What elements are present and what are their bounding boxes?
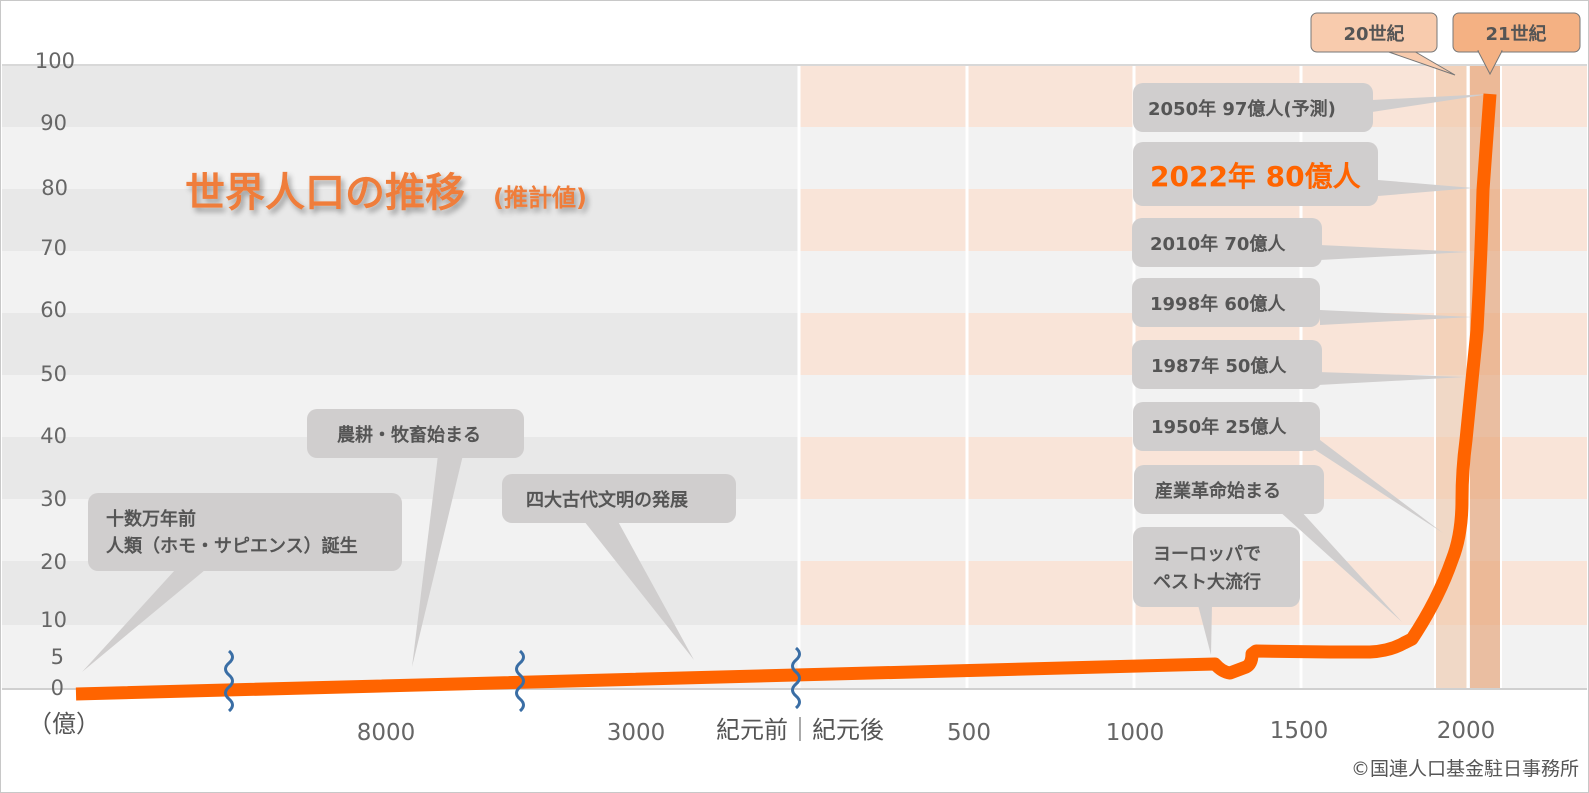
century-label-21: 21世紀 [1452,12,1581,76]
century-text: 20世紀 [1343,23,1404,45]
callout-text: 2010年 70億人 [1150,233,1286,255]
y-tick: 80 [41,176,68,200]
copyright-credit: ©国連人口基金駐日事務所 [1351,758,1579,780]
y-tick: 100 [35,49,75,73]
callout-plague: ヨーロッパで ペスト大流行 [1133,527,1300,607]
y-tick: 60 [40,298,67,322]
callout-text: 1987年 50億人 [1151,355,1287,377]
y-tick: 10 [40,608,67,632]
era-divider-label: 紀元前｜紀元後 [716,716,884,744]
callout-agriculture: 農耕・牧畜始まる [307,409,524,458]
callout-2010: 2010年 70億人 [1132,218,1322,267]
callout-1987: 1987年 50億人 [1132,340,1322,389]
callout-text: 十数万年前 [106,508,196,530]
chart-title-main: 世界人口の推移 [185,170,465,216]
century-label-20: 20世紀 [1310,12,1456,76]
callout-text: 人類（ホモ・サピエンス）誕生 [106,535,358,557]
y-axis-unit: （億） [28,710,100,738]
x-tick: 1500 [1270,718,1329,744]
callout-2022: 2022年 80億人 [1133,142,1378,206]
century-text: 21世紀 [1485,23,1546,45]
y-axis: 100 90 80 70 60 50 40 30 20 10 5 0 （億） [28,49,100,738]
callout-text: ペスト大流行 [1153,571,1261,593]
callout-industrial: 産業革命始まる [1134,465,1324,514]
callout-text: 産業革命始まる [1155,480,1281,502]
y-tick: 70 [40,236,67,260]
break-mark-icon [791,646,801,710]
callout-text: ヨーロッパで [1153,544,1261,565]
x-tick: 3000 [607,720,666,746]
callout-text: 1950年 25億人 [1151,416,1287,438]
callout-text-highlight: 2022年 80億人 [1150,160,1361,193]
break-mark-icon [224,649,234,713]
y-tick: 0 [51,676,64,700]
x-tick: 8000 [357,720,416,746]
axis-break-marks [224,646,801,713]
chart-title-sub: (推計値) [493,184,587,212]
x-tick: 2000 [1437,718,1496,744]
callout-text: 1998年 60億人 [1150,293,1286,315]
y-tick: 30 [40,487,67,511]
population-line [75,93,1497,701]
y-tick: 90 [40,111,67,135]
callout-text: 農耕・牧畜始まる [337,424,481,446]
bc-background-bands [2,65,798,688]
x-tick: 500 [947,720,991,746]
x-tick: 1000 [1106,720,1165,746]
y-tick: 5 [51,645,64,669]
callout-civilization: 四大古代文明の発展 [502,474,736,523]
break-mark-icon [515,649,525,713]
y-tick: 50 [40,362,67,386]
callout-1998: 1998年 60億人 [1132,278,1320,327]
callout-1950: 1950年 25億人 [1133,402,1320,451]
y-tick: 20 [40,550,67,574]
y-tick: 40 [40,424,67,448]
callout-sapiens: 十数万年前 人類（ホモ・サピエンス）誕生 [88,493,402,571]
callout-text: 2050年 97億人(予測) [1148,98,1336,120]
chart-title: 世界人口の推移 (推計値) [185,170,587,216]
callout-2050: 2050年 97億人(予測) [1133,83,1373,132]
callout-text: 四大古代文明の発展 [526,489,689,511]
callout-tails [82,94,1490,672]
x-axis: 8000 3000 紀元前｜紀元後 500 1000 1500 2000 [357,716,1496,746]
